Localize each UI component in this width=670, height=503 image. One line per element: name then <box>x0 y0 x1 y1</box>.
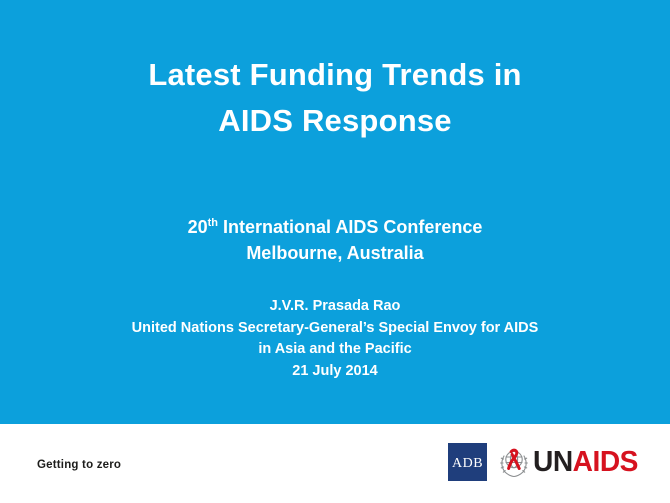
conference-number: 20 <box>187 217 208 237</box>
speaker-role-line1: United Nations Secretary-General’s Speci… <box>131 319 539 336</box>
logo-strip: ADB <box>448 443 641 481</box>
slide-title-line1: Latest Funding Trends in <box>148 57 522 92</box>
adb-logo: ADB <box>448 443 487 481</box>
speaker-block: J.V.R. Prasada Rao United Nations Secret… <box>0 296 670 382</box>
conference-ordinal: th <box>207 217 219 229</box>
unaids-wordmark: UNAIDS <box>533 446 638 478</box>
unaids-emblem-icon <box>500 448 528 477</box>
campaign-tagline: Getting to zero <box>37 459 122 471</box>
slide-footer <box>0 424 670 503</box>
unaids-logo: UNAIDS <box>498 446 641 479</box>
speaker-role-line2: in Asia and the Pacific <box>258 341 412 357</box>
conference-location: Melbourne, Australia <box>246 243 424 263</box>
slide-title-line2: AIDS Response <box>218 103 452 138</box>
adb-logo-label: ADB <box>451 455 484 471</box>
unaids-wordmark-aids: AIDS <box>572 446 639 478</box>
conference-block: 20th International AIDS Conference Melbo… <box>0 214 670 266</box>
conference-name: 20th International AIDS Conference <box>0 214 670 240</box>
slide-blue-background: Latest Funding Trends in AIDS Response 2… <box>0 0 670 424</box>
slide-title: Latest Funding Trends in AIDS Response <box>0 52 670 144</box>
presentation-date: 21 July 2014 <box>292 362 378 379</box>
unaids-wordmark-un: UN <box>533 446 573 478</box>
speaker-name: J.V.R. Prasada Rao <box>269 298 401 314</box>
conference-title-rest: International AIDS Conference <box>218 217 483 237</box>
